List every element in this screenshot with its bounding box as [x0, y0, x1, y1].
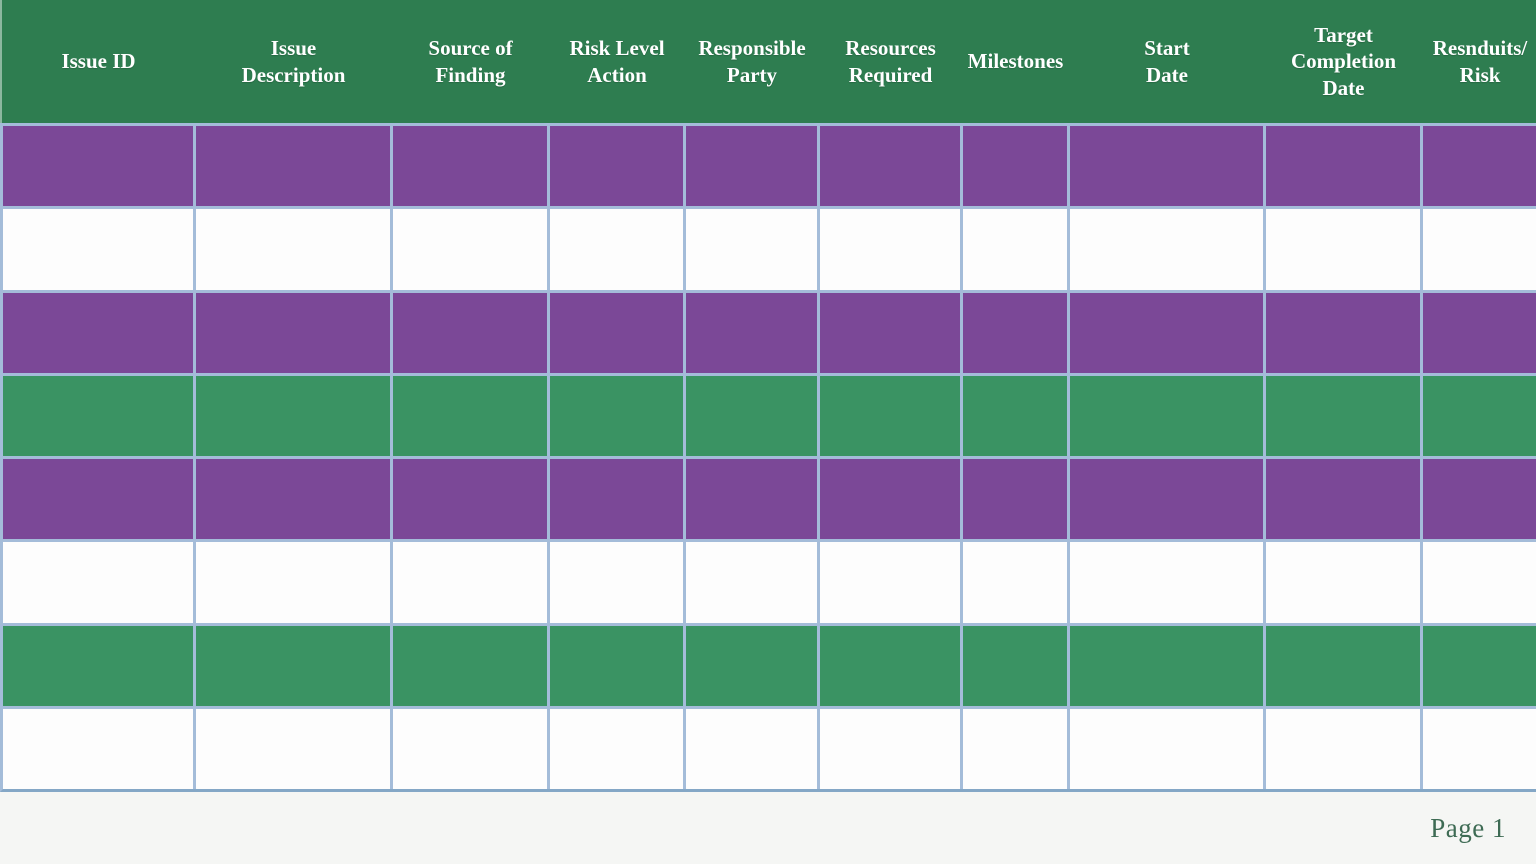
page-footer: Page 1	[0, 792, 1536, 864]
table-cell-r4c2	[196, 375, 390, 456]
table-cell-r5c5	[686, 459, 817, 540]
table-header-row: Issue ID Issue Description Source of Fin…	[0, 0, 1536, 123]
column-header-start-date: Start Date	[1144, 35, 1190, 87]
table-cell-r4c7	[963, 375, 1067, 456]
table-cell-r1c3	[393, 126, 547, 207]
table-cell-r7c3	[393, 625, 547, 706]
table-cell-r7c5	[686, 625, 817, 706]
table-cell-r7c7	[963, 625, 1067, 706]
table-cell-r6c5	[686, 542, 817, 623]
table-cell-r4c10	[1423, 375, 1536, 456]
table-cell-r6c3	[393, 542, 547, 623]
table-cell-r8c3	[393, 708, 547, 789]
table-cell-r8c4	[550, 708, 683, 789]
table-cell-r3c8	[1070, 292, 1263, 373]
table-cell-r5c1	[3, 459, 193, 540]
table-cell-r1c1	[3, 126, 193, 207]
column-header-risk-level-action: Risk Level Action	[569, 35, 665, 87]
table-body	[0, 123, 1536, 792]
table-cell-r2c4	[550, 209, 683, 290]
table-cell-r5c4	[550, 459, 683, 540]
column-header-target-completion-date: Target Completion Date	[1291, 22, 1396, 100]
table-cell-r2c10	[1423, 209, 1536, 290]
table-cell-r6c7	[963, 542, 1067, 623]
table-cell-r7c2	[196, 625, 390, 706]
table-cell-r2c2	[196, 209, 390, 290]
table-cell-r4c3	[393, 375, 547, 456]
page-number: Page 1	[1430, 812, 1506, 843]
table-cell-r6c10	[1423, 542, 1536, 623]
table-cell-r6c8	[1070, 542, 1263, 623]
table-cell-r6c6	[820, 542, 960, 623]
table-cell-r2c9	[1266, 209, 1420, 290]
column-header-milestones: Milestones	[967, 49, 1064, 74]
table-cell-r2c3	[393, 209, 547, 290]
table-cell-r2c1	[3, 209, 193, 290]
table-cell-r5c9	[1266, 459, 1420, 540]
table-cell-r8c2	[196, 708, 390, 789]
table-cell-r6c4	[550, 542, 683, 623]
column-header-resources-required: Resources Required	[845, 35, 936, 87]
table-cell-r1c4	[550, 126, 683, 207]
table-cell-r7c8	[1070, 625, 1263, 706]
table-cell-r1c10	[1423, 126, 1536, 207]
table-cell-r1c8	[1070, 126, 1263, 207]
column-header-responsible-party: Responsible Party	[698, 35, 806, 87]
column-header-issue-id: Issue ID	[61, 49, 136, 74]
table-cell-r3c2	[196, 292, 390, 373]
table-cell-r8c10	[1423, 708, 1536, 789]
table-cell-r8c9	[1266, 708, 1420, 789]
table-cell-r5c8	[1070, 459, 1263, 540]
table-cell-r3c7	[963, 292, 1067, 373]
table-cell-r4c8	[1070, 375, 1263, 456]
table-cell-r5c3	[393, 459, 547, 540]
table-cell-r7c4	[550, 625, 683, 706]
table-cell-r1c5	[686, 126, 817, 207]
table-cell-r3c4	[550, 292, 683, 373]
table-cell-r4c6	[820, 375, 960, 456]
table-cell-r3c3	[393, 292, 547, 373]
table-cell-r4c1	[3, 375, 193, 456]
table-cell-r8c5	[686, 708, 817, 789]
table-cell-r4c5	[686, 375, 817, 456]
table-cell-r3c1	[3, 292, 193, 373]
table-cell-r6c1	[3, 542, 193, 623]
column-header-source-of-finding: Source of Finding	[428, 35, 513, 87]
table-cell-r7c1	[3, 625, 193, 706]
column-header-issue-description: Issue Description	[241, 35, 346, 87]
table-cell-r2c8	[1070, 209, 1263, 290]
table-cell-r7c6	[820, 625, 960, 706]
table-cell-r8c7	[963, 708, 1067, 789]
table-cell-r1c6	[820, 126, 960, 207]
table-cell-r4c4	[550, 375, 683, 456]
table-cell-r8c6	[820, 708, 960, 789]
table-cell-r6c9	[1266, 542, 1420, 623]
table-cell-r3c10	[1423, 292, 1536, 373]
table-cell-r5c2	[196, 459, 390, 540]
table-cell-r3c5	[686, 292, 817, 373]
table-cell-r7c9	[1266, 625, 1420, 706]
table-cell-r6c2	[196, 542, 390, 623]
column-header-results-risk: Resnduits/ Risk	[1432, 35, 1528, 87]
table-cell-r1c7	[963, 126, 1067, 207]
table-cell-r5c10	[1423, 459, 1536, 540]
table-cell-r1c2	[196, 126, 390, 207]
table-cell-r5c6	[820, 459, 960, 540]
table-cell-r1c9	[1266, 126, 1420, 207]
table-cell-r2c5	[686, 209, 817, 290]
table-cell-r3c9	[1266, 292, 1420, 373]
table-cell-r5c7	[963, 459, 1067, 540]
table-cell-r2c7	[963, 209, 1067, 290]
table-cell-r4c9	[1266, 375, 1420, 456]
table-cell-r7c10	[1423, 625, 1536, 706]
table-cell-r2c6	[820, 209, 960, 290]
table-cell-r8c1	[3, 708, 193, 789]
table-cell-r3c6	[820, 292, 960, 373]
table-cell-r8c8	[1070, 708, 1263, 789]
